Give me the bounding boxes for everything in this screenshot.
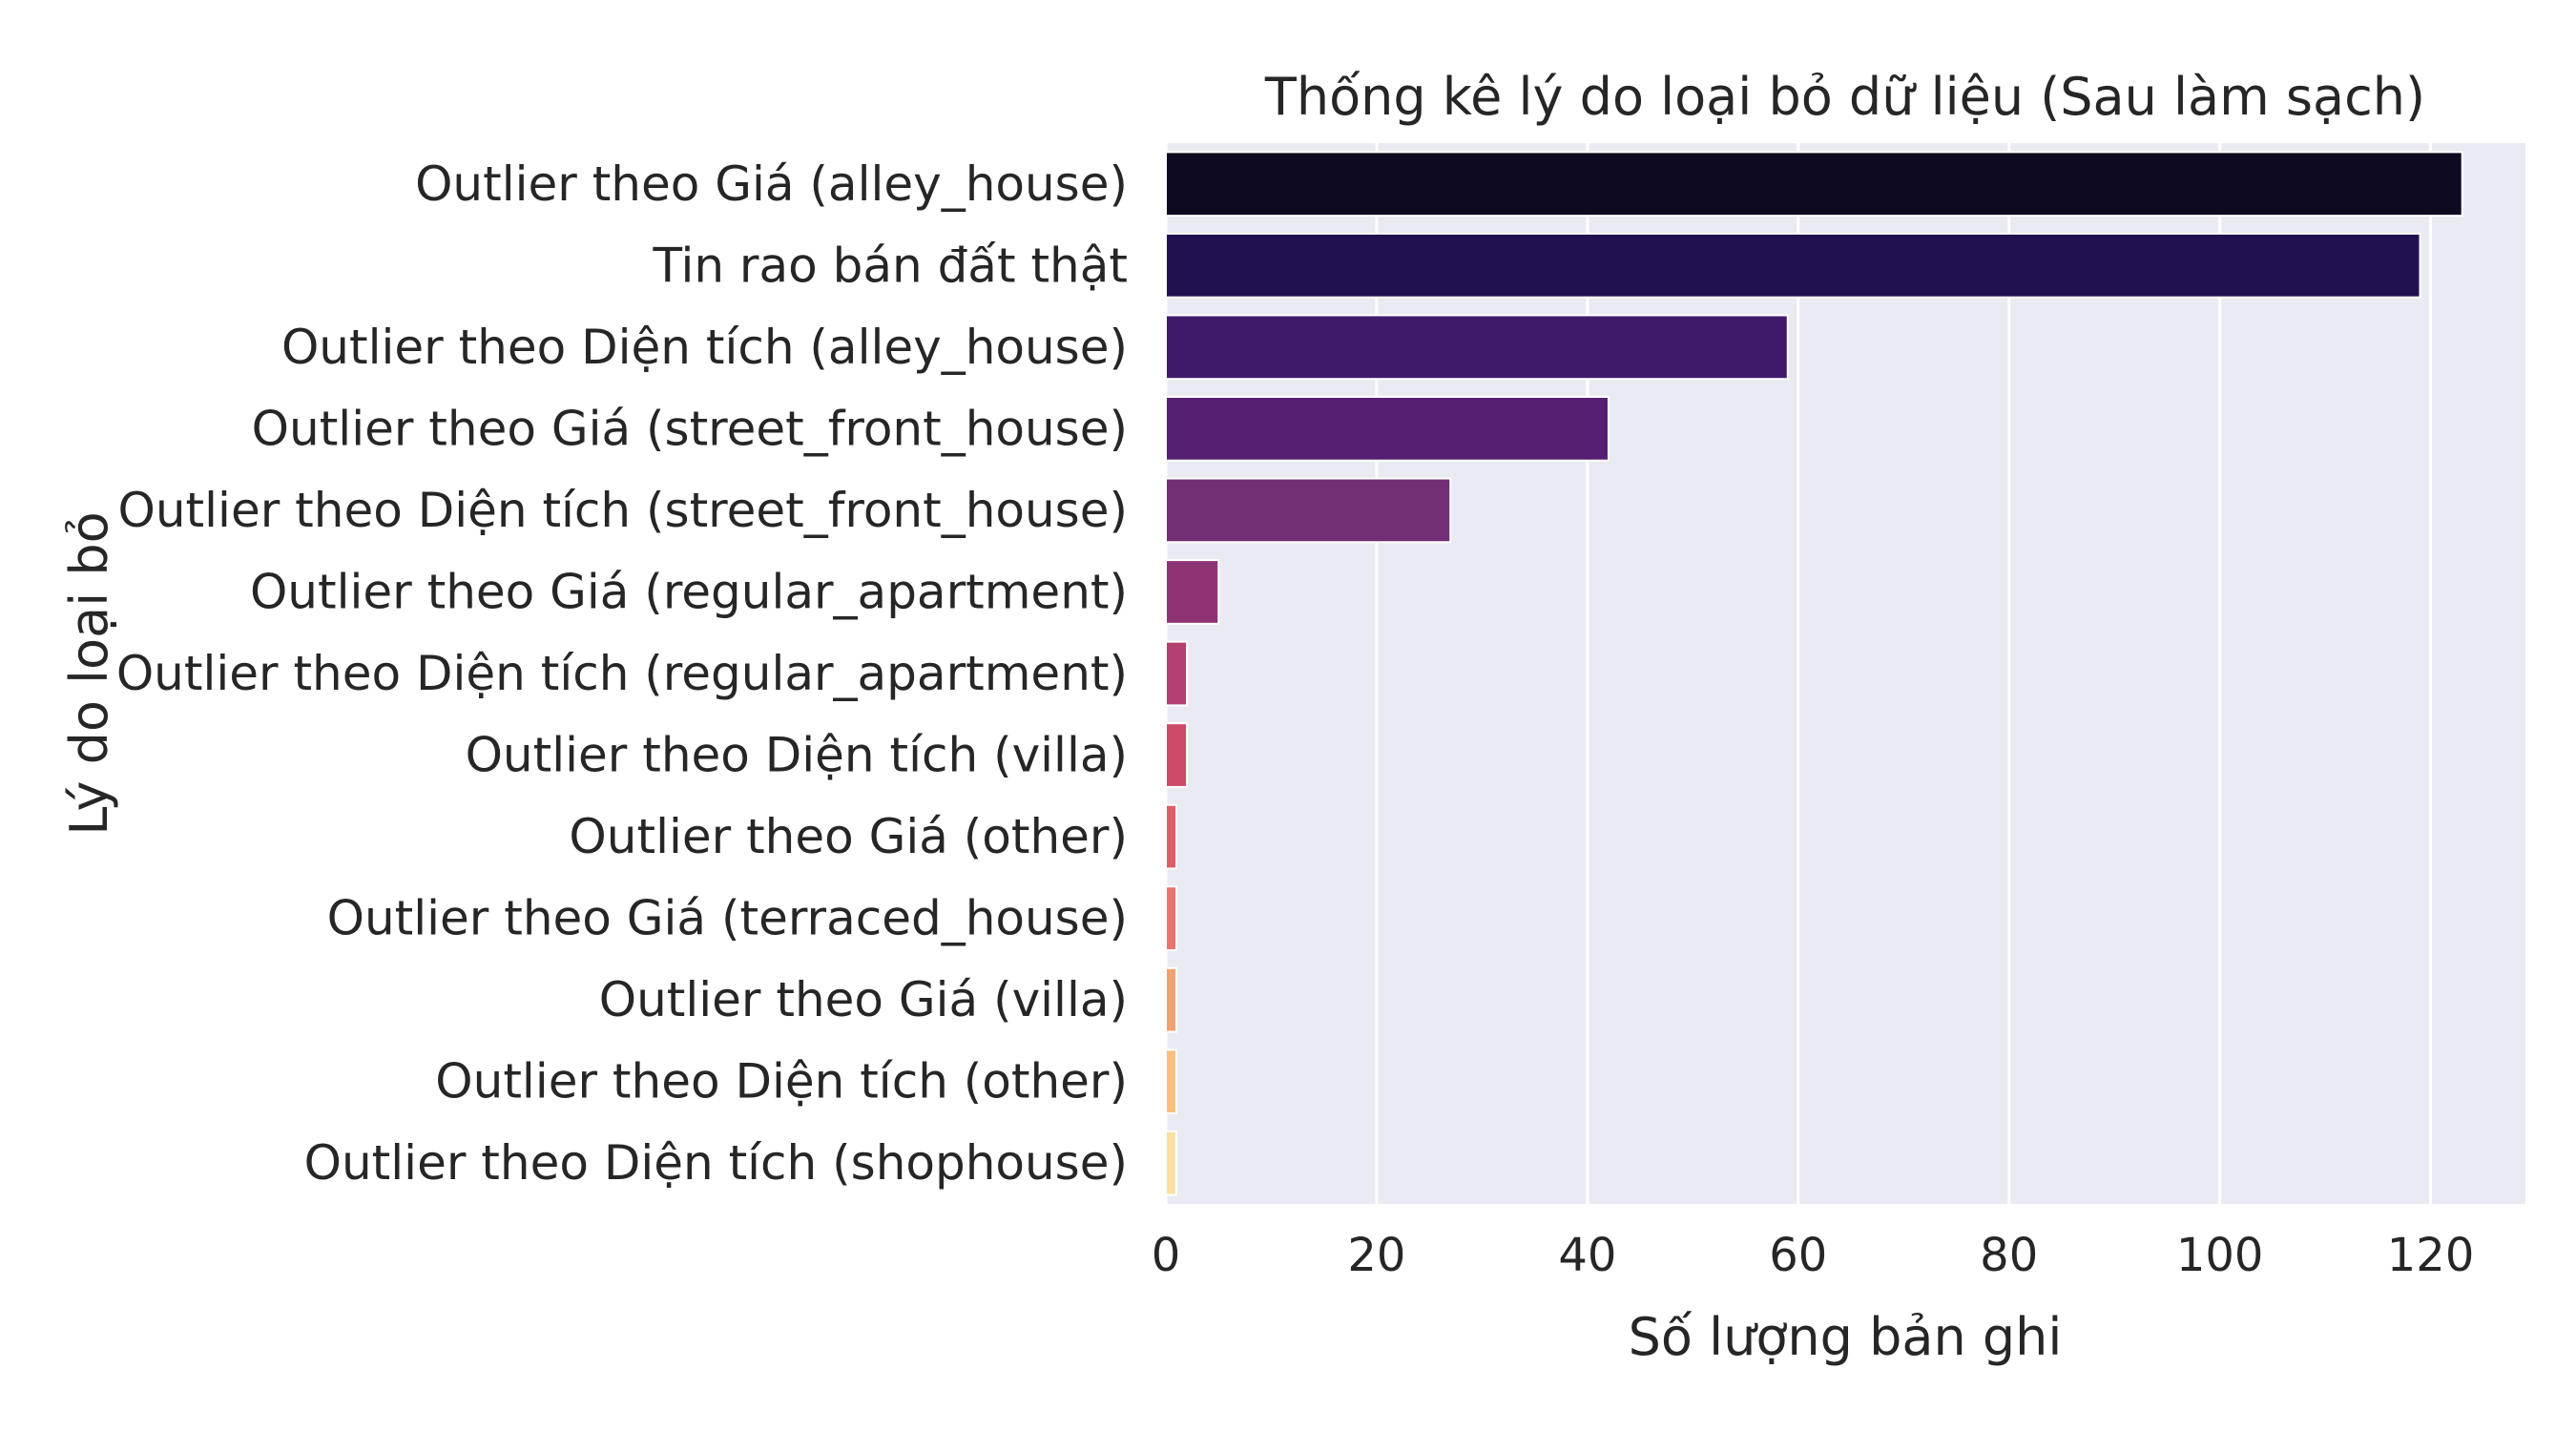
- bar: [1165, 232, 2421, 299]
- bar: [1165, 966, 1178, 1033]
- category-label: Outlier theo Giá (villa): [599, 972, 1128, 1027]
- x-tick-label: 60: [1769, 1229, 1827, 1282]
- category-label: Outlier theo Giá (alley_house): [415, 156, 1128, 212]
- bar: [1165, 559, 1220, 625]
- bar: [1165, 1048, 1178, 1115]
- x-tick-label: 80: [1980, 1229, 2038, 1282]
- bar: [1165, 640, 1189, 707]
- bar: [1165, 722, 1189, 788]
- bar: [1165, 314, 1789, 381]
- bar: [1165, 396, 1610, 462]
- category-label: Tin rao bán đất thật: [652, 238, 1128, 293]
- x-tick-label: 20: [1347, 1229, 1405, 1282]
- bar: [1165, 803, 1178, 870]
- x-tick-label: 0: [1152, 1229, 1181, 1282]
- category-label: Outlier theo Diện tích (street_front_hou…: [118, 483, 1128, 538]
- category-labels: Outlier theo Giá (alley_house) Tin rao bá…: [116, 156, 1128, 1191]
- x-tick-label: 120: [2387, 1229, 2475, 1282]
- category-label: Outlier theo Diện tích (villa): [466, 728, 1128, 783]
- category-label: Outlier theo Giá (other): [569, 809, 1128, 864]
- x-tick-label: 100: [2176, 1229, 2264, 1282]
- y-axis-label: Lý do loại bỏ: [59, 511, 119, 835]
- bar: [1165, 151, 2463, 218]
- bar: [1165, 477, 1452, 544]
- category-label: Outlier theo Diện tích (regular_apartmen…: [116, 646, 1128, 701]
- bars: [1165, 151, 2463, 1196]
- category-label: Outlier theo Diện tích (shophouse): [304, 1135, 1128, 1191]
- category-label: Outlier theo Giá (regular_apartment): [250, 564, 1128, 619]
- category-label: Outlier theo Giá (terraced_house): [327, 891, 1128, 946]
- category-label: Outlier theo Giá (street_front_house): [252, 401, 1128, 456]
- plot-background: [1166, 143, 2525, 1204]
- bar: [1165, 885, 1178, 951]
- x-tick-labels: 0 20 40 60 80 100 120: [1152, 1229, 2475, 1282]
- category-label: Outlier theo Diện tích (other): [435, 1054, 1128, 1110]
- category-label: Outlier theo Diện tích (alley_house): [281, 320, 1128, 375]
- bar: [1165, 1130, 1178, 1196]
- x-axis-label: Số lượng bản ghi: [1629, 1307, 2063, 1367]
- x-tick-label: 40: [1558, 1229, 1616, 1282]
- chart-title: Thống kê lý do loại bỏ dữ liệu (Sau làm …: [1264, 67, 2425, 127]
